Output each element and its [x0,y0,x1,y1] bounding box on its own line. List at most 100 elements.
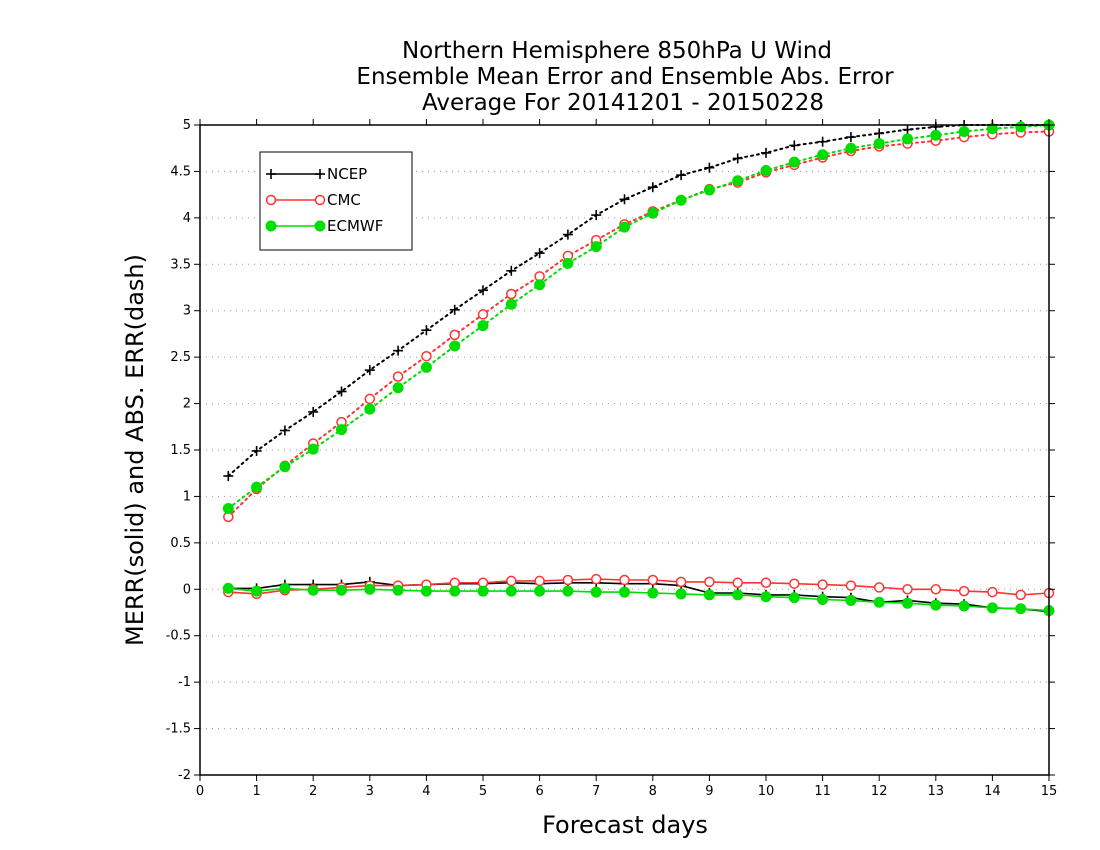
ecmwf-mean-error-point [703,589,715,601]
axis-ticks: -2-1.5-1-0.500.511.522.533.544.550 1 2 3 4 5 6… [166,118,1058,799]
ecmwf-mean-error-point [336,584,347,596]
cmc-abs-error-point [477,309,489,320]
x-tick-label: 11 [814,784,831,799]
ecmwf-mean-error-point [505,585,517,597]
ecmwf-mean-error-point [392,584,404,596]
cmc-mean-error-point [873,582,885,593]
y-axis-label: MERR(solid) and ABS. ERR(dash) [121,254,149,646]
ncep-abs-error-point [223,471,234,481]
ecmwf-abs-error-point [449,340,461,352]
y-tick-label: 1.5 [170,443,191,458]
legend-marker-cmc-end [314,194,326,206]
legend-marker-ecmwf-start [265,220,277,232]
ecmwf-mean-error-line [228,587,1050,612]
ecmwf-abs-error-point [222,503,234,514]
ecmwf-mean-error-point [760,591,772,603]
y-tick-label: -0.5 [166,629,191,644]
ecmwf-mean-error-point [902,597,913,609]
x-tick-label: 12 [871,784,888,799]
ecmwf-mean-error-point [364,583,376,595]
y-tick-label: 3.5 [170,257,191,272]
cmc-mean-error-point [902,584,913,595]
ecmwf-abs-error-point [703,184,715,196]
ecmwf-mean-error-point [873,596,885,608]
ecmwf-abs-error-point [420,361,432,373]
ecmwf-abs-error-point [619,221,630,233]
ecmwf-abs-error-point [647,207,659,219]
ecmwf-abs-error-point [251,481,263,493]
legend: NCEP CMC ECMWF [259,151,413,251]
y-tick-label: 0.5 [170,536,191,551]
series-layer [222,119,1055,617]
ncep-abs-error-point [789,140,800,151]
y-tick-label: 4.5 [170,164,191,179]
cmc-mean-error-point [562,574,574,586]
y-tick-label: 2.5 [170,350,191,365]
ecmwf-mean-error-point [930,599,942,611]
ecmwf-abs-error-point [562,257,574,269]
ncep-abs-error-point [704,162,715,173]
ecmwf-abs-error-point [279,461,291,473]
ecmwf-mean-error-point [420,585,432,597]
cmc-mean-error-point [845,580,857,591]
ncep-abs-error-point [478,285,488,296]
ecmwf-mean-error-point [590,586,602,598]
ncep-abs-error-point [647,182,658,193]
x-tick-label: 9 [705,784,713,799]
cmc-abs-error-point [449,329,460,341]
x-tick-label: 5 [479,784,487,799]
x-tick-label: 10 [758,784,775,799]
cmc-mean-error-point [619,574,630,586]
ncep-abs-error-point [874,128,885,139]
ecmwf-mean-error-point [307,584,319,596]
ecmwf-abs-error-point [845,142,857,154]
ecmwf-abs-error-point [817,149,829,161]
x-tick-label: 13 [928,784,945,799]
cmc-mean-error-point [534,575,545,587]
ncep-abs-error-point [336,386,347,397]
ncep-abs-error-point [619,194,630,205]
x-tick-label: 1 [252,784,260,799]
ncep-abs-error-point [364,365,375,376]
y-tick-label: 4 [183,211,191,226]
ncep-abs-error-point [506,265,517,276]
cmc-abs-error-point [421,350,432,362]
ecmwf-mean-error-point [986,602,998,614]
cmc-mean-error-point [987,586,998,598]
ecmwf-mean-error-point [477,585,489,597]
ecmwf-abs-error-point [590,241,602,253]
ncep-abs-error-point [534,248,545,259]
x-tick-label: 8 [649,784,657,799]
legend-box [259,151,413,251]
x-tick-label: 15 [1041,784,1058,799]
ecmwf-abs-error-point [958,126,970,137]
cmc-mean-error-point [704,576,715,588]
x-tick-label: 4 [422,784,430,799]
ncep-abs-error-point [449,304,460,315]
y-tick-label: -2 [178,768,191,783]
cmc-mean-error-point [506,575,517,587]
ecmwf-mean-error-point [251,585,263,597]
ecmwf-abs-error-point [873,138,885,150]
ecmwf-mean-error-point [562,585,574,597]
ecmwf-abs-error-point [392,382,404,394]
cmc-abs-error-point [364,393,376,405]
cmc-mean-error-point [1015,589,1026,601]
cmc-mean-error-point [958,585,970,597]
cmc-mean-error-point [789,578,800,589]
ecmwf-abs-error-point [534,279,546,291]
legend-label-ecmwf: ECMWF [327,217,383,235]
ecmwf-abs-error-point [675,194,687,206]
cmc-mean-error-point [647,574,659,586]
cmc-mean-error-point [817,579,828,590]
y-tick-label: 3 [183,304,191,319]
y-tick-label: -1 [178,675,191,690]
x-tick-label: 2 [309,784,317,799]
x-tick-label: 7 [592,784,600,799]
ecmwf-abs-error-point [788,156,800,168]
ecmwf-abs-error-point [477,320,489,332]
ecmwf-abs-error-point [505,298,517,310]
ecmwf-abs-error-point [336,424,347,436]
ecmwf-abs-error-point [307,443,319,455]
ecmwf-abs-error-point [1015,121,1027,133]
